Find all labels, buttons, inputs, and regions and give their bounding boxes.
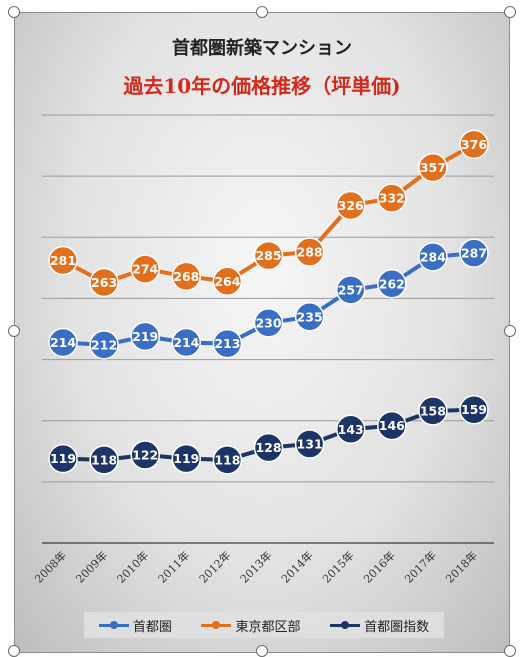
data-point xyxy=(48,327,78,358)
data-label: 264 xyxy=(214,274,240,289)
x-tick-label: 2010年 xyxy=(114,548,151,585)
data-point xyxy=(89,330,119,360)
x-tick-label: 2014年 xyxy=(278,548,315,585)
legend-marker xyxy=(212,620,221,629)
x-tick-label: 2008年 xyxy=(32,548,69,585)
data-point xyxy=(418,396,448,426)
data-label: 128 xyxy=(255,440,281,455)
data-point xyxy=(48,443,78,474)
legend-swatch xyxy=(330,620,361,629)
data-label: 287 xyxy=(461,246,487,261)
data-label: 376 xyxy=(461,137,487,152)
chart-subtitle: 過去10年の価格推移（坪単価) xyxy=(123,74,401,98)
data-point xyxy=(171,327,202,358)
data-point xyxy=(171,443,202,474)
resize-handle-middle-left[interactable] xyxy=(8,325,20,337)
data-label: 285 xyxy=(255,248,281,263)
legend-label: 東京都区部 xyxy=(235,619,301,635)
data-point xyxy=(377,183,407,213)
legend-label: 首都圏指数 xyxy=(364,619,430,635)
data-label: 326 xyxy=(338,198,364,213)
resize-handle-top-left[interactable] xyxy=(8,6,20,18)
data-label: 143 xyxy=(338,422,364,437)
data-point xyxy=(89,445,119,475)
data-point xyxy=(253,432,284,463)
data-point xyxy=(377,269,407,299)
data-point xyxy=(418,152,448,183)
data-label: 268 xyxy=(173,269,199,284)
x-tick-label: 2016年 xyxy=(360,548,397,585)
data-point xyxy=(212,445,243,475)
data-label: 122 xyxy=(132,447,158,462)
data-label: 262 xyxy=(379,276,405,291)
chart-title: 首都圏新築マンション xyxy=(172,38,352,59)
data-point xyxy=(377,410,407,441)
data-point xyxy=(130,254,160,284)
data-point xyxy=(130,440,160,470)
data-point xyxy=(253,240,284,271)
data-point xyxy=(294,429,325,459)
legend-item: 首都圏指数 xyxy=(330,616,429,635)
legend-item: 東京都区部 xyxy=(201,616,300,635)
data-label: 281 xyxy=(50,253,76,268)
data-point xyxy=(418,242,448,272)
data-label: 118 xyxy=(91,452,117,467)
data-label: 235 xyxy=(297,309,323,324)
legend-marker xyxy=(341,620,350,629)
data-label: 146 xyxy=(379,418,405,433)
data-label: 214 xyxy=(50,335,76,350)
data-point xyxy=(335,190,366,221)
data-point xyxy=(294,237,325,267)
data-point xyxy=(130,321,160,352)
x-tick-label: 2015年 xyxy=(319,548,356,585)
legend-marker xyxy=(109,620,118,629)
data-point xyxy=(459,238,489,268)
data-label: 219 xyxy=(132,329,158,344)
data-label: 213 xyxy=(214,336,240,351)
data-label: 263 xyxy=(91,275,117,290)
x-tick-label: 2012年 xyxy=(196,548,233,585)
x-tick-label: 2013年 xyxy=(237,548,274,585)
data-label: 212 xyxy=(91,337,117,352)
x-tick-label: 2009年 xyxy=(73,548,110,585)
data-point xyxy=(212,266,243,297)
data-label: 257 xyxy=(338,282,364,297)
data-label: 131 xyxy=(297,436,323,451)
resize-handle-top-center[interactable] xyxy=(256,6,268,18)
resize-handle-middle-right[interactable] xyxy=(504,325,516,337)
data-point xyxy=(212,328,243,359)
data-label: 332 xyxy=(379,191,405,206)
legend-swatch xyxy=(201,620,232,629)
data-label: 158 xyxy=(420,403,446,418)
data-label: 159 xyxy=(461,402,487,417)
data-label: 119 xyxy=(173,451,199,466)
data-point xyxy=(459,394,489,425)
x-tick-label: 2018年 xyxy=(443,548,480,585)
data-point xyxy=(253,308,284,338)
data-point xyxy=(294,302,325,332)
data-label: 118 xyxy=(214,452,240,467)
data-label: 288 xyxy=(297,244,323,259)
resize-handle-top-right[interactable] xyxy=(504,6,516,18)
legend: 首都圏 東京都区部 首都圏指数 xyxy=(84,612,444,638)
data-point xyxy=(89,267,119,298)
data-label: 274 xyxy=(132,262,158,277)
legend-label: 首都圏 xyxy=(132,619,172,635)
data-point xyxy=(48,245,78,276)
data-point xyxy=(335,275,366,305)
legend-item: 首都圏 xyxy=(98,616,172,635)
data-label: 214 xyxy=(173,335,199,350)
data-label: 119 xyxy=(50,451,76,466)
data-point xyxy=(171,261,202,292)
x-tick-label: 2011年 xyxy=(155,548,192,585)
data-label: 230 xyxy=(255,315,281,330)
legend-swatch xyxy=(98,620,129,629)
data-point xyxy=(335,414,366,445)
x-tick-label: 2017年 xyxy=(402,548,439,585)
data-point xyxy=(459,129,489,160)
data-label: 357 xyxy=(420,160,446,175)
data-label: 284 xyxy=(420,249,446,264)
